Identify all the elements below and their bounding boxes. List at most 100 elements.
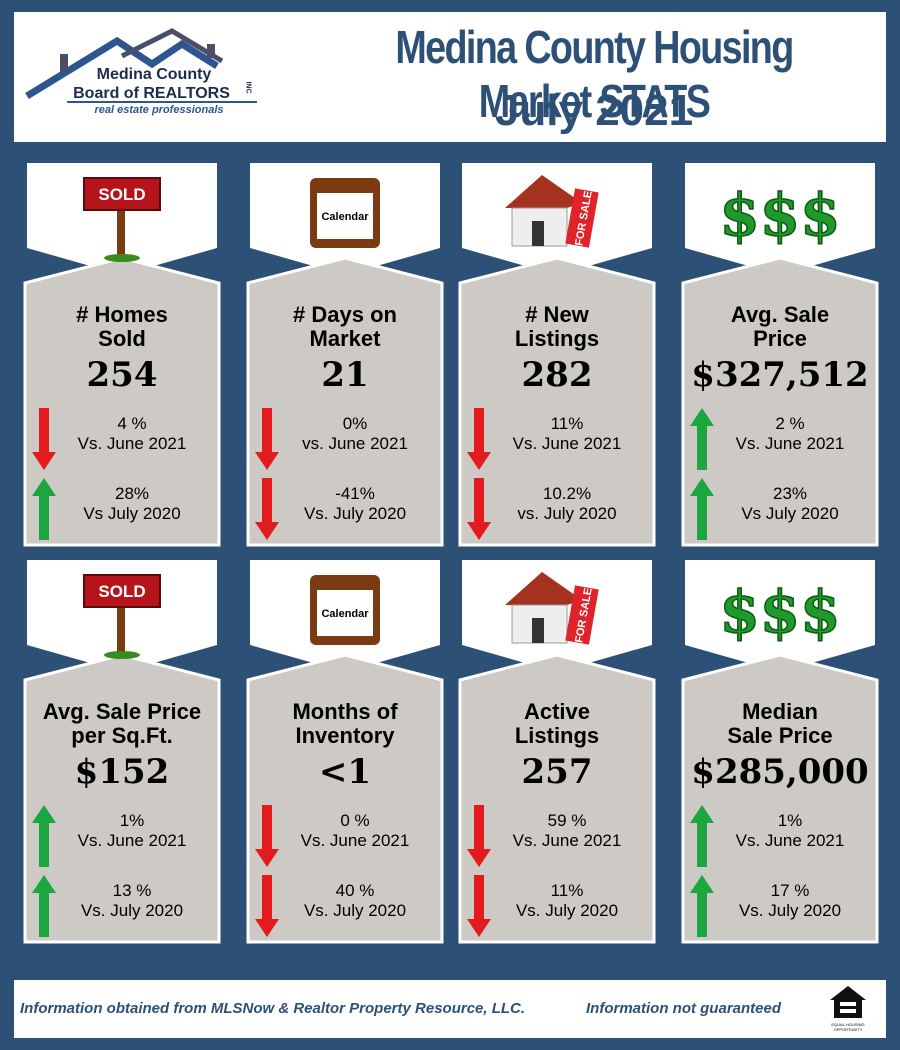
change: 59 % [547,811,587,830]
stat-value: <1 [318,752,372,792]
org-line: Board of REALTORS [73,85,230,102]
stat-label: # Days on [293,302,397,327]
icon-panel [685,163,875,275]
comparison-period: Vs. June 2021 [77,434,187,453]
arrow-down [255,478,279,540]
icon-text: Calendar [321,211,369,223]
comparison-period: Vs. June 2021 [77,831,187,850]
change: -41% [335,484,375,503]
stat-label: Price [753,326,807,351]
stat-panel [681,256,879,547]
arrow [690,408,714,470]
stat-label: Months of [292,699,398,724]
arrow [255,805,279,867]
stat-value: 257 [521,752,593,792]
grass [104,254,140,262]
arrow [690,478,714,540]
arrow [32,875,56,937]
stat-label: Avg. Sale [730,302,830,327]
comparison-period: Vs. July 2020 [303,504,407,523]
org-line: Medina County [96,66,212,83]
comparison-period: vs. July 2020 [517,504,617,523]
stat-value: $285,000 [691,752,869,792]
change: 0% [342,414,368,433]
stat-panel [681,653,879,944]
card: Calendar [246,560,444,944]
tag [565,188,599,248]
stat-value: 254 [86,355,158,395]
stat-label: Active [523,699,591,724]
arrow [467,805,491,867]
icon-text: Calendar [321,608,369,620]
arrow [467,478,491,540]
sign [83,177,161,211]
change: 4 % [117,414,147,433]
change: 0 % [340,811,370,830]
icon-panel [685,560,875,672]
arrow-down [467,875,491,937]
change: 11% [550,881,584,900]
card: FOR SALE [458,163,656,547]
card: $$$ [681,560,879,944]
arrow-up [32,478,56,540]
arrow [690,875,714,937]
stat-label: Listings [514,326,600,351]
icon-text: SOLD [98,185,145,204]
pole [117,595,125,655]
comparison-period: Vs. June 2021 [512,831,622,850]
card: Calendar [246,163,444,547]
arrow-down [255,408,279,470]
door [532,221,544,246]
comparison-period: Vs. July 2020 [738,901,842,920]
card: FOR SALE [458,560,656,944]
subtitle: July 2021 [494,86,694,135]
stat-label: # Homes [76,302,168,327]
arrow-down [255,805,279,867]
arrow [32,408,56,470]
stat-panel [246,256,444,547]
equal-housing-icon [830,986,866,1018]
tagline: real estate professionals [94,104,224,116]
stat-label: Sold [98,326,146,351]
stat-value: $327,512 [691,355,869,395]
stat-value: 21 [321,355,369,395]
stat-label: Avg. Sale Price [42,699,202,724]
arrow [467,875,491,937]
comparison-period: Vs. June 2021 [300,831,410,850]
pole [117,198,125,258]
badge-text: EQUAL HOUSING OPPORTUNITY [831,1022,865,1032]
icon-text: $$$ [719,578,840,646]
change: 1% [119,811,145,830]
arrow-down [467,805,491,867]
calendar-page [317,590,373,636]
grass [104,651,140,659]
stat-value: $152 [74,752,170,792]
card: SOLD [23,163,221,547]
icon-text: SOLD [98,582,145,601]
arrow [32,478,56,540]
comparison-period: Vs. July 2020 [515,901,619,920]
arrow [32,805,56,867]
stat-panel [458,653,656,944]
change: 2 % [775,414,805,433]
arrow-up [690,875,714,937]
stat-label: # New [525,302,589,327]
change: 23% [772,484,808,503]
arrow-up [690,805,714,867]
stat-panel [458,256,656,547]
stat-panel [23,653,221,944]
change: 1% [777,811,803,830]
arrow-down [255,875,279,937]
arrow-up [32,875,56,937]
arrow [467,408,491,470]
icon-text: $$$ [719,181,840,249]
arrow [255,478,279,540]
header: Medina County Board of REALTORS INC real… [14,12,886,142]
arrow-up [690,478,714,540]
arrow [255,875,279,937]
comparison-period: Vs July 2020 [83,504,181,523]
house-roof [505,572,582,605]
comparison-period: Vs. July 2020 [80,901,184,920]
sign [83,574,161,608]
